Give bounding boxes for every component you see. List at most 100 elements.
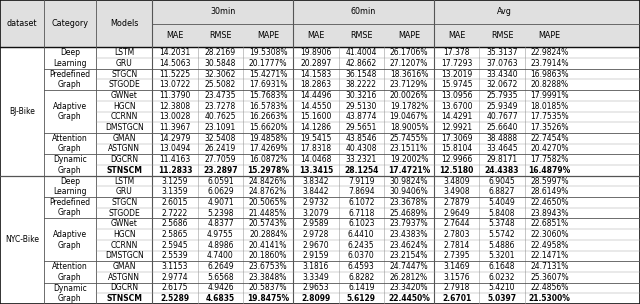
Text: 3.1153: 3.1153 xyxy=(162,262,188,271)
Text: 6.0370: 6.0370 xyxy=(348,251,374,261)
Text: 28.1254: 28.1254 xyxy=(344,166,378,175)
Text: 33.4645: 33.4645 xyxy=(486,144,518,154)
Text: 2.5539: 2.5539 xyxy=(162,251,188,261)
Text: 6.0232: 6.0232 xyxy=(489,273,515,282)
Text: 25.9349: 25.9349 xyxy=(486,102,518,111)
Text: 20.5837%: 20.5837% xyxy=(249,283,287,292)
Text: 23.7914%: 23.7914% xyxy=(531,59,569,68)
Text: 22.4958%: 22.4958% xyxy=(531,241,569,250)
Text: GMAN: GMAN xyxy=(113,134,136,143)
Text: 13.0956: 13.0956 xyxy=(441,91,472,100)
Text: Dynamic
Graph: Dynamic Graph xyxy=(53,284,86,303)
Text: 6.2649: 6.2649 xyxy=(207,262,234,271)
Text: 60min: 60min xyxy=(351,7,376,16)
Text: 17.7293: 17.7293 xyxy=(441,59,472,68)
Text: 3.1259: 3.1259 xyxy=(162,177,188,185)
Text: DMSTGCN: DMSTGCN xyxy=(105,123,143,132)
Text: 3.4908: 3.4908 xyxy=(444,187,470,196)
Text: STGODE: STGODE xyxy=(108,80,140,89)
Text: 6.4593: 6.4593 xyxy=(348,262,374,271)
Text: 20.1860%: 20.1860% xyxy=(249,251,287,261)
Text: 2.5686: 2.5686 xyxy=(162,219,188,228)
Text: 18.9005%: 18.9005% xyxy=(390,123,428,132)
Text: 35.3137: 35.3137 xyxy=(486,48,518,57)
Text: 30.9824%: 30.9824% xyxy=(390,177,428,185)
Text: 27.1207%: 27.1207% xyxy=(390,59,428,68)
Text: 14.1583: 14.1583 xyxy=(300,70,332,79)
Text: 32.0672: 32.0672 xyxy=(486,80,518,89)
Text: 15.9745: 15.9745 xyxy=(441,80,472,89)
Text: 19.8906: 19.8906 xyxy=(300,48,332,57)
Text: 15.4271%: 15.4271% xyxy=(249,70,287,79)
Text: Deep
Learning: Deep Learning xyxy=(53,48,86,68)
Text: 17.6931%: 17.6931% xyxy=(249,80,287,89)
Text: 28.2169: 28.2169 xyxy=(205,48,236,57)
Text: 29.5651: 29.5651 xyxy=(346,123,377,132)
Text: 23.8943%: 23.8943% xyxy=(531,209,569,218)
Text: 12.3808: 12.3808 xyxy=(159,102,191,111)
Text: HGCN: HGCN xyxy=(113,102,136,111)
Text: 2.7644: 2.7644 xyxy=(444,219,470,228)
Text: 11.2833: 11.2833 xyxy=(158,166,192,175)
Text: 20.5065%: 20.5065% xyxy=(249,198,287,207)
Text: 2.5289: 2.5289 xyxy=(161,294,189,303)
Text: 14.2979: 14.2979 xyxy=(159,134,191,143)
Text: 36.1548: 36.1548 xyxy=(346,70,377,79)
Text: 2.9732: 2.9732 xyxy=(303,198,329,207)
Text: 2.9774: 2.9774 xyxy=(162,273,188,282)
Text: 17.3526%: 17.3526% xyxy=(531,123,569,132)
Text: 12.9966: 12.9966 xyxy=(441,155,472,164)
Text: 33.4340: 33.4340 xyxy=(486,70,518,79)
Text: 17.8318: 17.8318 xyxy=(300,144,332,154)
Text: 13.6700: 13.6700 xyxy=(441,102,472,111)
Text: 19.5308%: 19.5308% xyxy=(249,48,287,57)
Text: 30.3216: 30.3216 xyxy=(346,91,377,100)
Text: 22.7454%: 22.7454% xyxy=(531,134,569,143)
Text: 14.4496: 14.4496 xyxy=(300,91,332,100)
Text: 13.0028: 13.0028 xyxy=(159,112,191,121)
Text: 3.4809: 3.4809 xyxy=(444,177,470,185)
Text: GWNet: GWNet xyxy=(111,91,138,100)
Text: 11.3967: 11.3967 xyxy=(159,123,191,132)
Text: 5.6568: 5.6568 xyxy=(207,273,234,282)
Text: Category: Category xyxy=(51,19,88,28)
Text: 26.1706%: 26.1706% xyxy=(390,48,428,57)
Text: 26.2812%: 26.2812% xyxy=(390,273,428,282)
Text: 12.9921: 12.9921 xyxy=(441,123,472,132)
Text: 6.1072: 6.1072 xyxy=(348,198,374,207)
Text: 42.8662: 42.8662 xyxy=(346,59,377,68)
Text: 19.5415: 19.5415 xyxy=(300,134,332,143)
Text: Dynamic
Graph: Dynamic Graph xyxy=(53,155,86,175)
Text: 25.6640: 25.6640 xyxy=(486,123,518,132)
Text: 4.8986: 4.8986 xyxy=(207,241,234,250)
Text: MAE: MAE xyxy=(448,31,465,40)
Text: 2.6701: 2.6701 xyxy=(442,294,471,303)
Text: 20.0026%: 20.0026% xyxy=(390,91,428,100)
Text: 17.7582%: 17.7582% xyxy=(531,155,569,164)
Text: GRU: GRU xyxy=(116,187,132,196)
Text: 13.0494: 13.0494 xyxy=(159,144,191,154)
Text: CCRNN: CCRNN xyxy=(111,241,138,250)
Text: 3.2079: 3.2079 xyxy=(303,209,329,218)
Text: 5.4210: 5.4210 xyxy=(489,283,515,292)
Text: STGCN: STGCN xyxy=(111,70,138,79)
Text: ASTGNN: ASTGNN xyxy=(108,144,140,154)
Text: 20.5743%: 20.5743% xyxy=(249,219,287,228)
Text: 16.4879%: 16.4879% xyxy=(529,166,571,175)
Text: MAE: MAE xyxy=(166,31,184,40)
Text: 4.9071: 4.9071 xyxy=(207,198,234,207)
Text: 40.7677: 40.7677 xyxy=(486,112,518,121)
Text: 2.9653: 2.9653 xyxy=(303,283,329,292)
Text: 21.5300%: 21.5300% xyxy=(529,294,571,303)
Text: 7.9119: 7.9119 xyxy=(348,177,374,185)
Text: HGCN: HGCN xyxy=(113,230,136,239)
Text: GMAN: GMAN xyxy=(113,262,136,271)
Text: 43.8546: 43.8546 xyxy=(346,134,377,143)
Text: 2.9649: 2.9649 xyxy=(444,209,470,218)
Text: Attention
Graph: Attention Graph xyxy=(52,262,88,282)
Text: MAE: MAE xyxy=(307,31,324,40)
Text: 20.8288%: 20.8288% xyxy=(531,80,569,89)
Text: 6.2435: 6.2435 xyxy=(348,241,374,250)
Text: 28.6149%: 28.6149% xyxy=(531,187,569,196)
Text: 23.2897: 23.2897 xyxy=(203,166,238,175)
